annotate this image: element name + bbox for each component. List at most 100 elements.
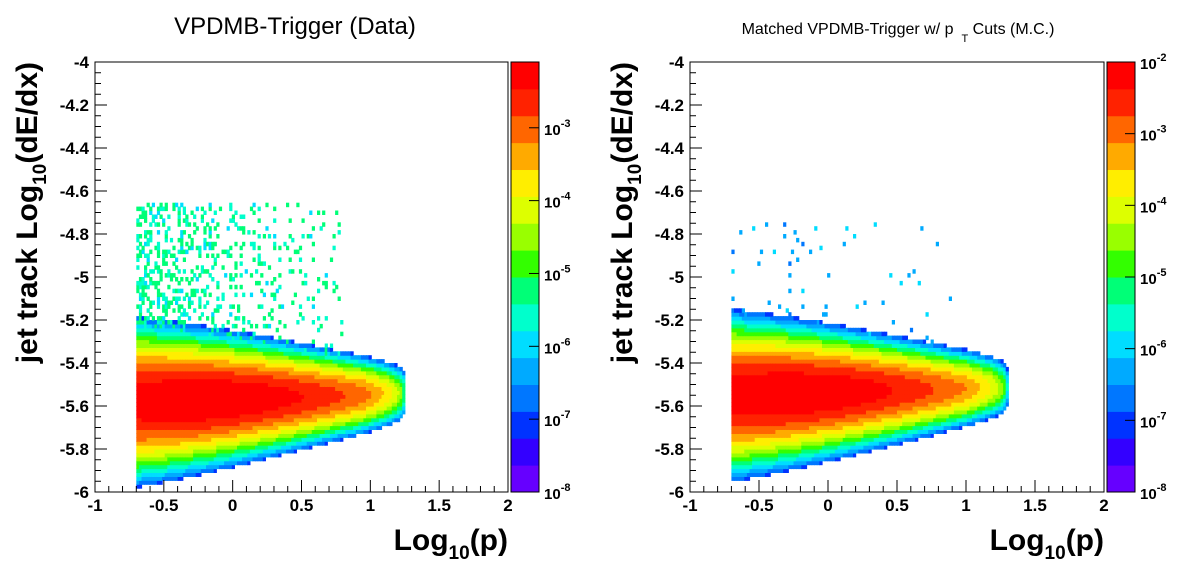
heatmap-cell: [741, 402, 745, 407]
heatmap-cell: [288, 425, 292, 430]
heatmap-cell: [311, 226, 315, 231]
heatmap-cell: [280, 374, 285, 380]
heatmap-cell: [144, 406, 148, 411]
heatmap-cell: [293, 386, 297, 391]
heatmap-cell: [249, 449, 254, 454]
heatmap-cell: [151, 335, 155, 341]
heatmap-cell: [296, 363, 300, 368]
heatmap-cell: [224, 335, 228, 341]
heatmap-cell: [262, 449, 266, 454]
heatmap-cell: [177, 449, 181, 454]
heatmap-cell: [358, 386, 362, 391]
heatmap-cell: [731, 269, 735, 274]
heatmap-cell: [783, 460, 787, 466]
chart-title-text: VPDMB-Trigger (Data): [174, 13, 416, 40]
heatmap-cell: [221, 296, 225, 301]
heatmap-cell: [273, 343, 277, 348]
heatmap-cell: [244, 374, 248, 380]
heatmap-cell: [146, 296, 150, 301]
heatmap-cell: [767, 437, 771, 442]
heatmap-cell: [342, 406, 346, 411]
heatmap-cell: [136, 280, 140, 286]
heatmap-cell: [757, 460, 761, 466]
heatmap-cell: [741, 366, 745, 372]
heatmap-cell: [746, 339, 751, 344]
heatmap-cell: [154, 327, 158, 333]
colorbar-tick-label: 10-5: [544, 263, 570, 284]
heatmap-cell: [788, 347, 792, 352]
heatmap-cell: [759, 249, 764, 255]
heatmap-cell: [762, 402, 766, 407]
heatmap-cell: [257, 374, 261, 380]
heatmap-cell: [159, 359, 163, 364]
heatmap-cell: [185, 386, 189, 391]
heatmap-cell: [376, 390, 380, 395]
heatmap-cell: [247, 456, 251, 462]
heatmap-cell: [213, 355, 217, 360]
heatmap-cell: [759, 386, 764, 391]
heatmap-cell: [182, 320, 186, 325]
heatmap-cell: [175, 449, 179, 454]
heatmap-cell: [265, 394, 269, 399]
heatmap-cell: [275, 437, 279, 442]
heatmap-cell: [211, 409, 215, 415]
heatmap-cell: [734, 335, 738, 341]
heatmap-cell: [783, 355, 787, 360]
heatmap-cell: [182, 359, 186, 364]
heatmap-cell: [734, 366, 738, 372]
heatmap-cell: [360, 359, 365, 364]
heatmap-cell: [754, 363, 758, 368]
heatmap-cell: [231, 339, 235, 344]
heatmap-cell: [298, 378, 303, 384]
heatmap-cell: [136, 237, 140, 243]
heatmap-cell: [167, 452, 171, 458]
heatmap-cell: [337, 390, 341, 395]
heatmap-cell: [309, 417, 313, 423]
heatmap-cell: [734, 327, 738, 333]
heatmap-cell: [265, 433, 269, 438]
heatmap-cell: [765, 429, 769, 434]
heatmap-cell: [731, 382, 735, 387]
heatmap-cell: [739, 452, 743, 458]
heatmap-cell: [270, 437, 274, 442]
heatmap-cell: [177, 382, 181, 387]
heatmap-cell: [154, 472, 158, 477]
heatmap-cell: [366, 406, 370, 411]
heatmap-cell: [803, 445, 808, 450]
heatmap-cell: [754, 456, 758, 462]
heatmap-cell: [783, 445, 787, 450]
heatmap-cell: [156, 280, 161, 286]
heatmap-cell: [164, 406, 168, 411]
heatmap-cell: [749, 433, 753, 438]
heatmap-cell: [324, 406, 328, 411]
heatmap-cell: [185, 378, 189, 384]
heatmap-cell: [182, 269, 186, 274]
heatmap-cell: [731, 449, 735, 454]
heatmap-cell: [234, 382, 238, 387]
heatmap-cell: [301, 386, 305, 391]
heatmap-cell: [734, 331, 738, 337]
heatmap-cell: [260, 366, 264, 372]
heatmap-cell: [208, 343, 212, 348]
heatmap-cell: [749, 378, 753, 384]
heatmap-cell: [275, 441, 279, 446]
heatmap-cell: [309, 359, 313, 364]
heatmap-cell: [394, 398, 398, 403]
heatmap-cell: [190, 437, 194, 442]
heatmap-cell: [144, 320, 148, 325]
heatmap-cell: [288, 386, 292, 391]
heatmap-cell: [288, 441, 292, 446]
heatmap-cell: [162, 390, 166, 395]
heatmap-cell: [280, 445, 285, 450]
heatmap-cell: [187, 472, 192, 477]
heatmap-cell: [167, 413, 171, 419]
heatmap-cell: [151, 464, 155, 470]
heatmap-cell: [141, 363, 145, 368]
heatmap-cell: [146, 425, 150, 430]
heatmap-cell: [765, 378, 769, 384]
heatmap-cell: [798, 347, 802, 352]
heatmap-cell: [311, 441, 315, 446]
heatmap-cell: [376, 359, 380, 364]
heatmap-cell: [164, 374, 168, 380]
heatmap-cell: [778, 398, 782, 403]
